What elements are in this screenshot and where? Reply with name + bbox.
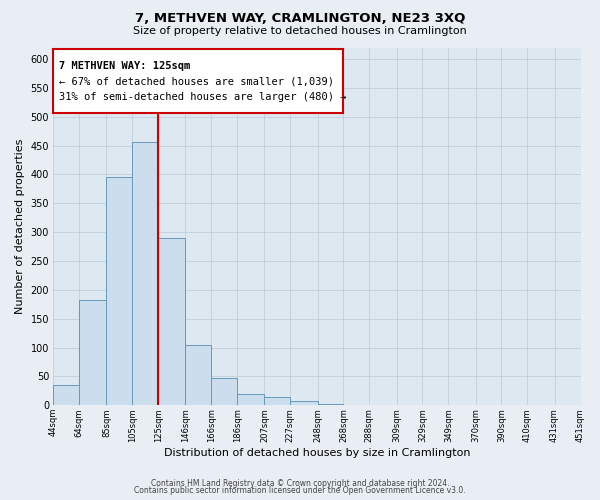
Bar (265, 396, 290, 406)
Bar (185, 344, 211, 406)
Y-axis label: Number of detached properties: Number of detached properties (15, 138, 25, 314)
Bar (133, 142, 158, 406)
Text: Contains public sector information licensed under the Open Government Licence v3: Contains public sector information licen… (134, 486, 466, 495)
Bar (106, 178, 133, 406)
Text: 7 METHVEN WAY: 125sqm: 7 METHVEN WAY: 125sqm (59, 61, 190, 71)
Text: Contains HM Land Registry data © Crown copyright and database right 2024.: Contains HM Land Registry data © Crown c… (151, 478, 449, 488)
Bar (317, 404, 343, 406)
Bar (422, 404, 448, 406)
Text: ← 67% of detached houses are smaller (1,039): ← 67% of detached houses are smaller (1,… (59, 76, 334, 86)
Bar (343, 404, 370, 406)
FancyBboxPatch shape (53, 49, 343, 112)
Text: 31% of semi-detached houses are larger (480) →: 31% of semi-detached houses are larger (… (59, 92, 346, 102)
Bar (158, 238, 185, 406)
Text: 7, METHVEN WAY, CRAMLINGTON, NE23 3XQ: 7, METHVEN WAY, CRAMLINGTON, NE23 3XQ (135, 12, 465, 26)
Bar (211, 378, 237, 406)
Text: Size of property relative to detached houses in Cramlington: Size of property relative to detached ho… (133, 26, 467, 36)
Bar (237, 394, 265, 406)
Bar (79, 300, 106, 406)
Bar (53, 385, 79, 406)
Bar (527, 404, 554, 406)
Bar (290, 400, 317, 406)
X-axis label: Distribution of detached houses by size in Cramlington: Distribution of detached houses by size … (164, 448, 470, 458)
